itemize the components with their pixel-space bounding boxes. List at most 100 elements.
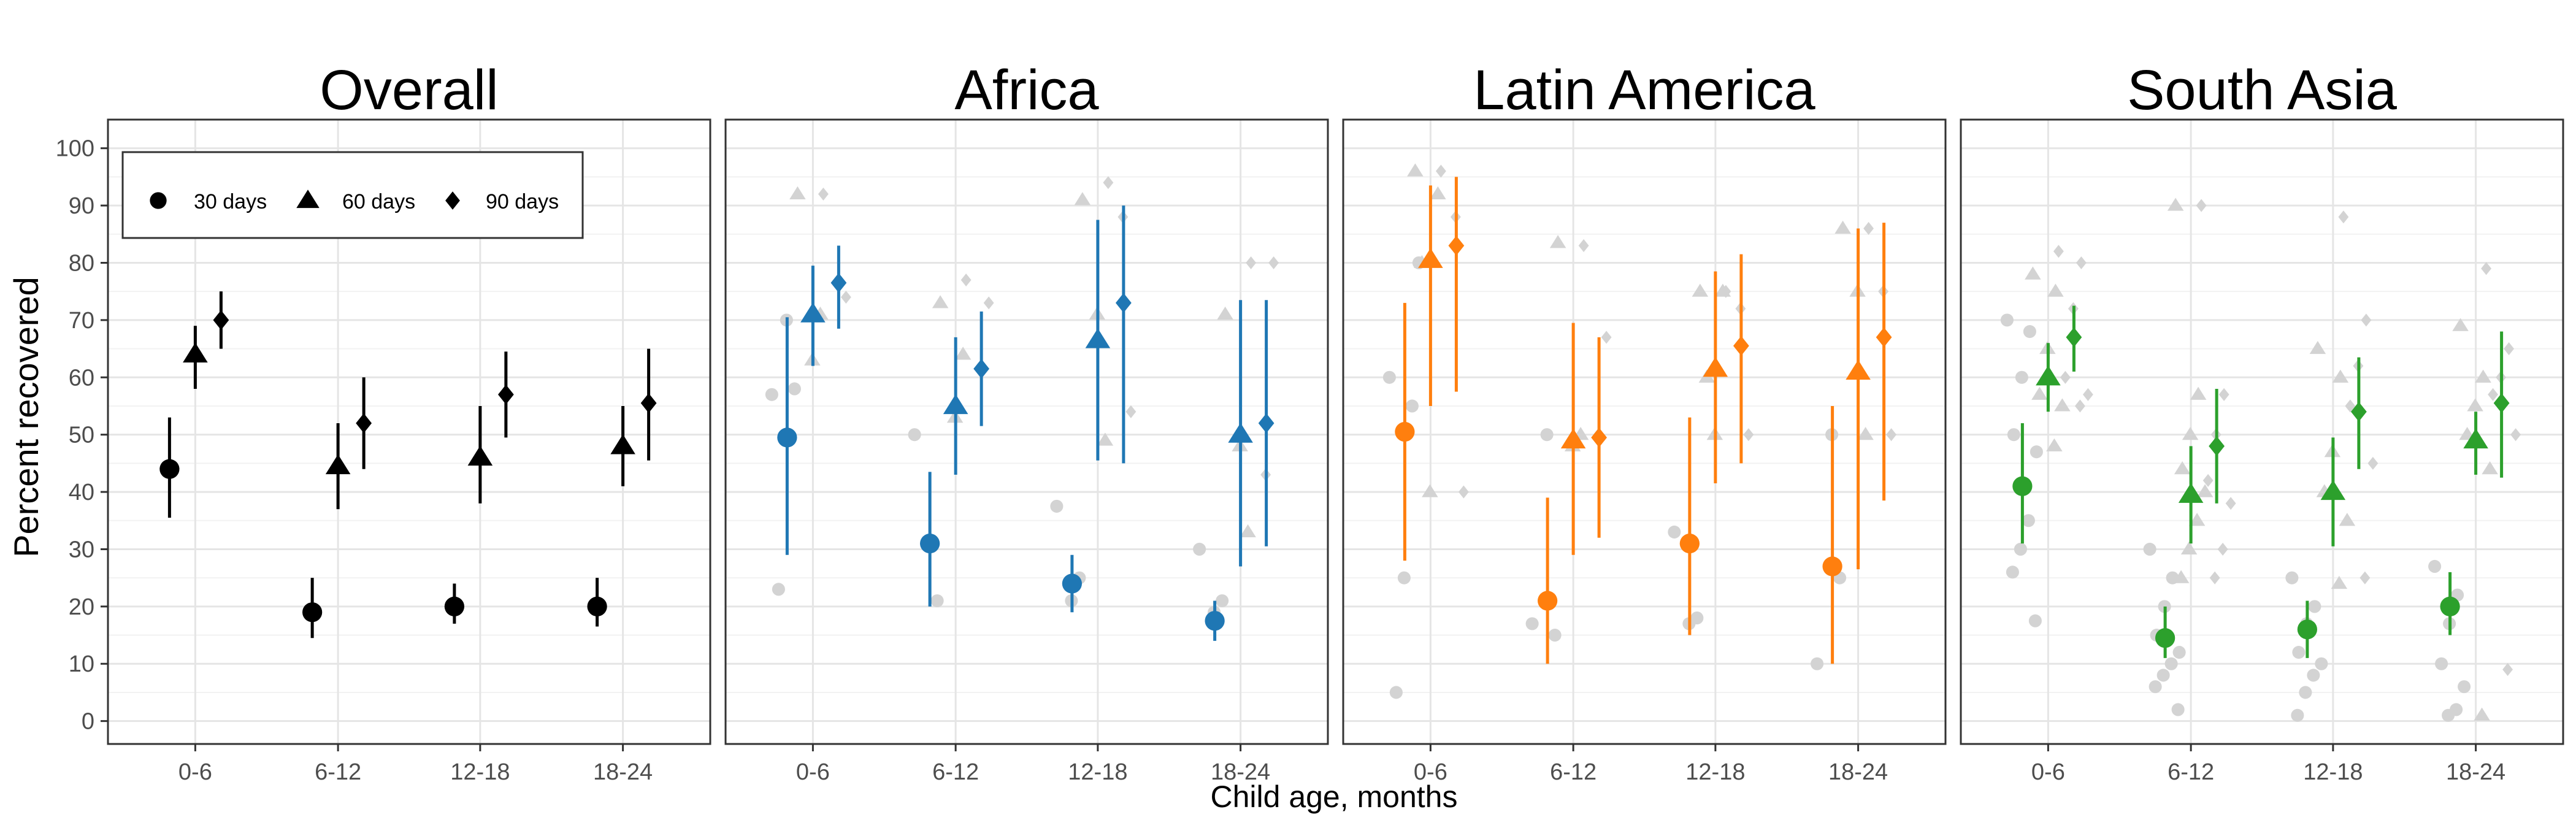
data-point	[1228, 423, 1253, 443]
background-point	[2467, 398, 2483, 412]
y-tick-label: 90	[69, 193, 94, 219]
panel-overall: Overall 0-6 6-12 12-18 18-24	[107, 59, 711, 785]
background-point	[2452, 318, 2469, 331]
background-point	[2474, 707, 2490, 721]
background-point	[1216, 594, 1229, 608]
data-point	[1395, 421, 1415, 442]
background-point	[1863, 221, 1874, 235]
x-tick-label: 12-18	[1685, 759, 1745, 785]
panel-south-asia: South Asia 0-6 6-12 12-18 18-24	[1960, 59, 2564, 785]
data-point	[2440, 596, 2460, 616]
data-point	[2066, 327, 2082, 348]
background-point	[1268, 256, 1279, 270]
background-point	[2308, 600, 2321, 613]
legend-label: 60 days	[342, 190, 415, 213]
background-point	[1240, 524, 1256, 538]
background-point	[1050, 499, 1064, 513]
background-point	[2338, 210, 2349, 224]
y-tick-label: 80	[69, 250, 94, 276]
background-point	[1692, 283, 1709, 297]
data-point	[2209, 436, 2225, 456]
data-point	[2155, 628, 2175, 648]
data-point	[444, 596, 464, 616]
x-tick-label: 18-24	[1828, 759, 1888, 785]
background-point	[2015, 370, 2028, 384]
background-point	[2502, 663, 2513, 677]
x-tick-label: 6-12	[315, 759, 361, 785]
background-point	[2291, 708, 2304, 722]
y-tick-label: 20	[69, 594, 94, 620]
background-point	[2510, 428, 2521, 442]
background-point	[2156, 669, 2170, 682]
background-point	[1578, 239, 1589, 253]
background-point	[2196, 199, 2207, 212]
panel-title: Overall	[320, 59, 498, 121]
y-axis-label: Percent recovered	[7, 277, 45, 558]
data-point	[2350, 402, 2367, 422]
background-point	[2025, 266, 2041, 280]
background-point	[2164, 657, 2178, 670]
background-point	[1458, 485, 1469, 499]
background-point	[1246, 256, 1257, 270]
background-point	[1857, 427, 1874, 440]
background-point	[1886, 428, 1897, 442]
background-point	[2225, 497, 2236, 510]
panel-title: Africa	[954, 59, 1099, 121]
background-point	[1549, 235, 1566, 248]
background-point	[1525, 617, 1539, 631]
data-point	[1115, 293, 1132, 313]
background-point	[1097, 432, 1114, 446]
background-point	[1074, 192, 1091, 205]
x-tick-label: 12-18	[450, 759, 510, 785]
x-tick-label: 6-12	[1550, 759, 1597, 785]
background-point	[772, 583, 785, 596]
data-point	[1258, 413, 1275, 434]
panel-latin-america: Latin America 0-6 6-12 12-18 18-24	[1342, 59, 1947, 785]
background-point	[2361, 313, 2372, 327]
data-point	[1560, 428, 1586, 449]
y-tick-label: 60	[69, 365, 94, 391]
data-point	[587, 596, 607, 616]
background-point	[930, 594, 944, 608]
background-point	[1407, 163, 1424, 177]
background-point	[2143, 542, 2156, 556]
data-point	[640, 393, 657, 413]
background-point	[2345, 399, 2356, 413]
background-point	[765, 388, 778, 401]
data-point	[183, 342, 208, 363]
data-point	[325, 454, 351, 475]
background-point	[2315, 657, 2328, 670]
background-point	[2014, 542, 2027, 556]
data-point	[1205, 611, 1225, 631]
background-point	[2209, 571, 2220, 585]
background-point	[2022, 514, 2035, 527]
background-point	[2074, 399, 2085, 413]
background-point	[954, 347, 972, 360]
panels-layer: Overall 0-6 6-12 12-18 18-24 Africa 0-6 6-12 12-…	[107, 59, 2564, 785]
x-tick-label: 0-6	[796, 759, 830, 785]
data-point	[2493, 393, 2510, 413]
legend-symbol	[150, 192, 167, 209]
background-point	[2292, 646, 2306, 659]
background-point	[2053, 245, 2064, 258]
background-point	[1389, 686, 1403, 699]
background-point	[1405, 399, 1419, 413]
data-point	[800, 302, 826, 323]
background-point	[1540, 428, 1554, 442]
x-tick-label: 6-12	[2168, 759, 2214, 785]
background-point	[2030, 445, 2043, 459]
background-point	[2196, 484, 2214, 497]
data-point	[1822, 556, 1842, 577]
data-point	[1679, 533, 1700, 554]
background-point	[1435, 164, 1446, 178]
background-point	[1125, 405, 1137, 418]
legend: 30 days 60 days 90 days	[121, 151, 584, 239]
background-point	[2331, 575, 2348, 589]
data-point	[943, 394, 968, 415]
data-point	[467, 445, 493, 466]
x-tick-label: 12-18	[2303, 759, 2363, 785]
background-point	[2031, 386, 2048, 400]
background-point	[2028, 614, 2042, 627]
background-point	[1811, 657, 1824, 670]
background-point	[1217, 306, 1233, 320]
